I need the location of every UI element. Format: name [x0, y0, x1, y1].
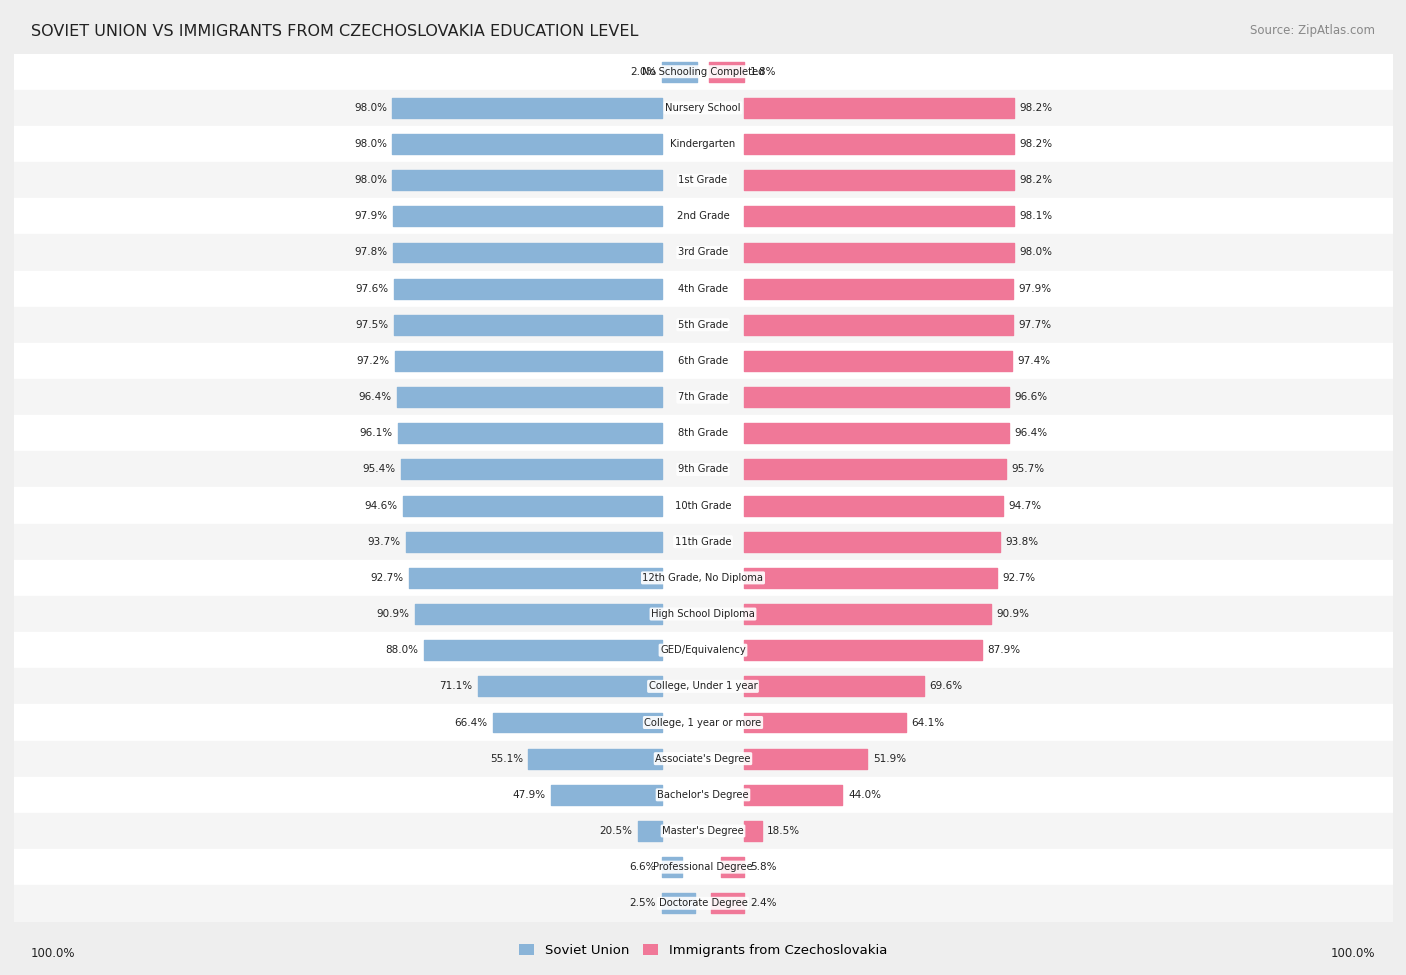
Text: 97.2%: 97.2%	[356, 356, 389, 366]
Text: GED/Equivalency: GED/Equivalency	[661, 645, 745, 655]
Text: 97.9%: 97.9%	[1019, 284, 1052, 293]
Text: 9th Grade: 9th Grade	[678, 464, 728, 475]
Text: 47.9%: 47.9%	[513, 790, 546, 799]
Text: 2.5%: 2.5%	[630, 898, 657, 909]
Text: Doctorate Degree: Doctorate Degree	[658, 898, 748, 909]
Text: 97.4%: 97.4%	[1017, 356, 1050, 366]
Text: 97.8%: 97.8%	[354, 248, 388, 257]
Text: 18.5%: 18.5%	[768, 826, 800, 836]
Text: 5th Grade: 5th Grade	[678, 320, 728, 330]
Text: 100.0%: 100.0%	[31, 947, 76, 960]
Text: 97.7%: 97.7%	[1018, 320, 1052, 330]
Text: 97.9%: 97.9%	[354, 212, 387, 221]
Legend: Soviet Union, Immigrants from Czechoslovakia: Soviet Union, Immigrants from Czechoslov…	[513, 939, 893, 962]
Text: Kindergarten: Kindergarten	[671, 139, 735, 149]
Text: Nursery School: Nursery School	[665, 102, 741, 113]
Text: College, Under 1 year: College, Under 1 year	[648, 682, 758, 691]
Text: No Schooling Completed: No Schooling Completed	[641, 66, 765, 77]
Text: 64.1%: 64.1%	[911, 718, 945, 727]
Text: 98.2%: 98.2%	[1019, 139, 1053, 149]
Text: 71.1%: 71.1%	[439, 682, 472, 691]
Text: 44.0%: 44.0%	[848, 790, 882, 799]
Text: 98.2%: 98.2%	[1019, 102, 1053, 113]
Text: 93.7%: 93.7%	[367, 536, 401, 547]
Text: 96.4%: 96.4%	[1014, 428, 1047, 439]
Text: Professional Degree: Professional Degree	[654, 862, 752, 873]
Text: High School Diploma: High School Diploma	[651, 609, 755, 619]
Text: 98.0%: 98.0%	[1019, 248, 1052, 257]
Text: Master's Degree: Master's Degree	[662, 826, 744, 836]
Text: 6.6%: 6.6%	[630, 862, 657, 873]
Text: 98.0%: 98.0%	[354, 102, 387, 113]
Text: 2.0%: 2.0%	[630, 66, 657, 77]
Text: 98.1%: 98.1%	[1019, 212, 1053, 221]
Text: 92.7%: 92.7%	[1002, 573, 1035, 583]
Text: 96.4%: 96.4%	[359, 392, 392, 402]
Text: 2nd Grade: 2nd Grade	[676, 212, 730, 221]
Text: 3rd Grade: 3rd Grade	[678, 248, 728, 257]
Text: 87.9%: 87.9%	[987, 645, 1021, 655]
Text: Associate's Degree: Associate's Degree	[655, 754, 751, 763]
Text: 66.4%: 66.4%	[454, 718, 486, 727]
Text: 94.6%: 94.6%	[364, 500, 398, 511]
Text: 2.4%: 2.4%	[749, 898, 776, 909]
Text: SOVIET UNION VS IMMIGRANTS FROM CZECHOSLOVAKIA EDUCATION LEVEL: SOVIET UNION VS IMMIGRANTS FROM CZECHOSL…	[31, 24, 638, 39]
Text: 12th Grade, No Diploma: 12th Grade, No Diploma	[643, 573, 763, 583]
Text: 5.8%: 5.8%	[749, 862, 776, 873]
Text: 10th Grade: 10th Grade	[675, 500, 731, 511]
Text: 96.1%: 96.1%	[360, 428, 392, 439]
Text: 1st Grade: 1st Grade	[679, 176, 727, 185]
Text: 97.5%: 97.5%	[356, 320, 388, 330]
Text: 6th Grade: 6th Grade	[678, 356, 728, 366]
Text: 93.8%: 93.8%	[1005, 536, 1039, 547]
Text: 20.5%: 20.5%	[599, 826, 633, 836]
Text: 94.7%: 94.7%	[1008, 500, 1042, 511]
Text: Source: ZipAtlas.com: Source: ZipAtlas.com	[1250, 24, 1375, 37]
Text: 90.9%: 90.9%	[997, 609, 1029, 619]
Text: 88.0%: 88.0%	[385, 645, 419, 655]
Text: 11th Grade: 11th Grade	[675, 536, 731, 547]
Text: 4th Grade: 4th Grade	[678, 284, 728, 293]
Text: 98.2%: 98.2%	[1019, 176, 1053, 185]
Text: 98.0%: 98.0%	[354, 139, 387, 149]
Text: 90.9%: 90.9%	[377, 609, 409, 619]
Text: 7th Grade: 7th Grade	[678, 392, 728, 402]
Text: 100.0%: 100.0%	[1330, 947, 1375, 960]
Text: Bachelor's Degree: Bachelor's Degree	[657, 790, 749, 799]
Text: 95.7%: 95.7%	[1012, 464, 1045, 475]
Text: 97.6%: 97.6%	[356, 284, 388, 293]
Text: College, 1 year or more: College, 1 year or more	[644, 718, 762, 727]
Text: 51.9%: 51.9%	[873, 754, 905, 763]
Text: 55.1%: 55.1%	[489, 754, 523, 763]
Text: 96.6%: 96.6%	[1015, 392, 1047, 402]
Text: 8th Grade: 8th Grade	[678, 428, 728, 439]
Text: 95.4%: 95.4%	[361, 464, 395, 475]
Text: 98.0%: 98.0%	[354, 176, 387, 185]
Text: 92.7%: 92.7%	[371, 573, 404, 583]
Text: 1.8%: 1.8%	[749, 66, 776, 77]
Text: 69.6%: 69.6%	[929, 682, 962, 691]
